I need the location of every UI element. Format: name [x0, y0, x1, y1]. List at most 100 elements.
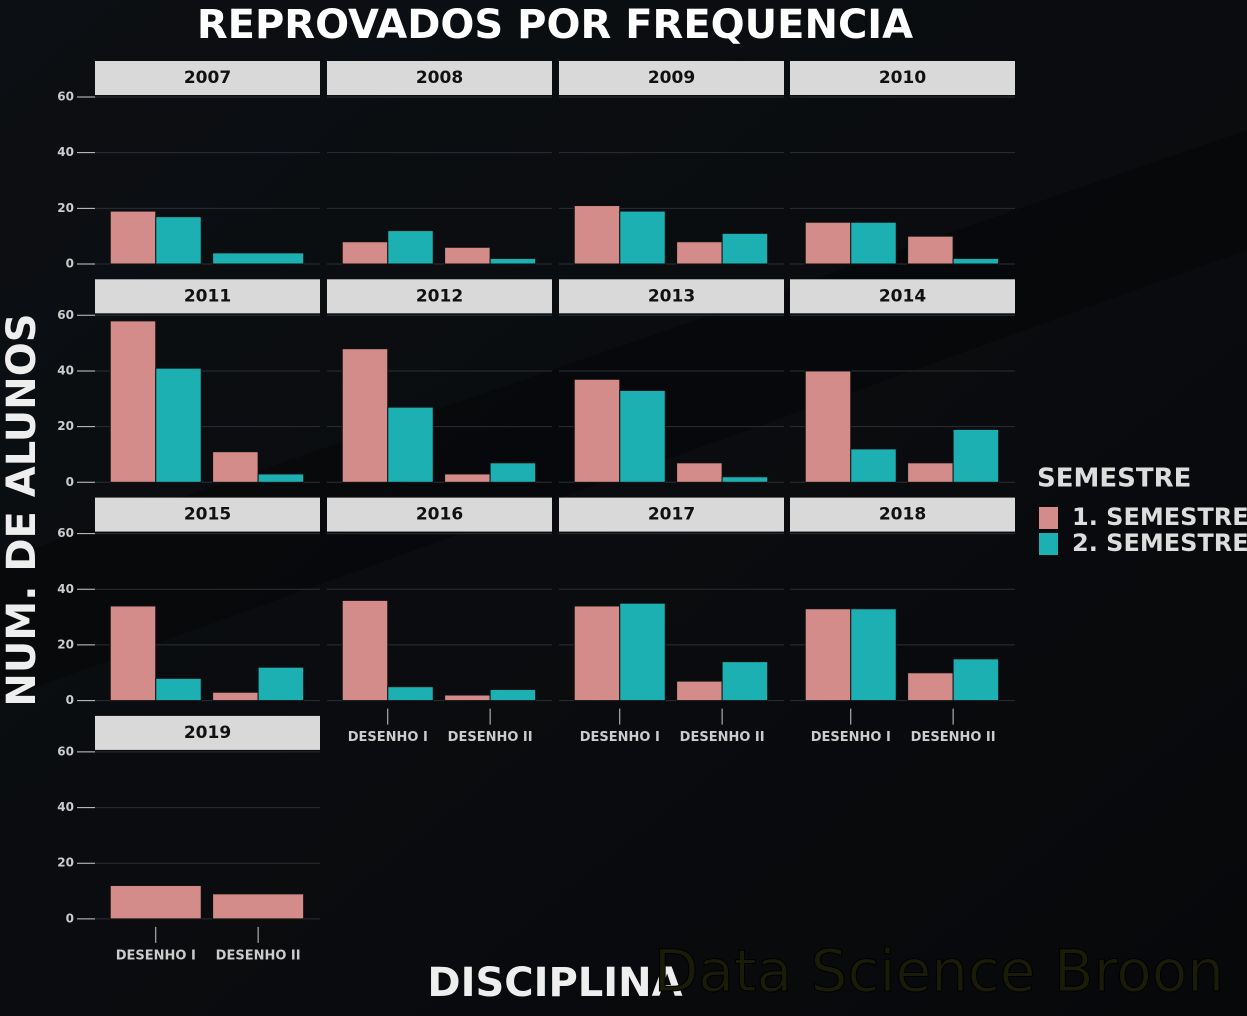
bar — [804, 608, 852, 702]
facet-title: 2019 — [184, 723, 231, 743]
strip — [95, 715, 320, 750]
bar — [212, 893, 305, 920]
facet-title: 2012 — [416, 286, 463, 306]
bar — [155, 367, 202, 483]
bar — [907, 462, 954, 483]
bar — [952, 257, 1000, 265]
y-tick-label: 20 — [57, 419, 74, 433]
bar — [721, 476, 769, 483]
bar — [387, 686, 434, 702]
strip — [327, 497, 552, 532]
bar — [907, 672, 954, 702]
legend-title: SEMESTRE — [1037, 464, 1191, 494]
facet-title: 2013 — [648, 286, 695, 306]
y-tick-label: 40 — [57, 145, 74, 159]
strip — [327, 61, 552, 95]
strip — [790, 497, 1015, 532]
bar — [155, 216, 202, 265]
x-tick-label: DESENHO II — [216, 948, 301, 963]
legend-label: 2. SEMESTRE — [1072, 529, 1247, 557]
bar — [444, 473, 491, 483]
bar — [573, 378, 621, 483]
strip — [559, 497, 784, 532]
y-tick-label: 20 — [57, 201, 74, 215]
bar — [489, 257, 537, 265]
bar — [804, 370, 852, 483]
y-tick-label: 40 — [57, 363, 74, 377]
y-axis-label: NUM. DE ALUNOS — [0, 313, 45, 706]
watermark: Data Science Broon — [654, 937, 1224, 1005]
facet-title: 2015 — [184, 505, 231, 525]
y-tick-label: 0 — [66, 257, 74, 271]
bar — [907, 235, 954, 265]
bar — [850, 221, 897, 265]
bar — [850, 448, 897, 483]
legend-swatch — [1039, 507, 1058, 529]
strip — [95, 497, 320, 532]
bar — [341, 241, 389, 265]
x-tick-label: DESENHO I — [116, 948, 196, 963]
x-tick-label: DESENHO II — [680, 730, 765, 745]
bar — [212, 252, 305, 265]
bar — [676, 241, 723, 265]
bar — [619, 389, 666, 483]
bar — [257, 666, 305, 702]
bar — [619, 602, 666, 702]
bar — [387, 230, 434, 265]
bar — [109, 320, 157, 483]
bar — [489, 462, 537, 483]
y-tick-label: 0 — [66, 475, 74, 489]
bar — [109, 885, 202, 920]
strip — [95, 279, 320, 314]
bar — [341, 348, 389, 483]
bar — [387, 406, 434, 483]
strip — [559, 279, 784, 314]
bar — [619, 210, 666, 265]
facet-title: 2010 — [879, 68, 926, 88]
y-tick-label: 40 — [57, 582, 74, 596]
facet-title: 2014 — [879, 286, 926, 306]
bar — [573, 205, 621, 265]
bar — [155, 677, 202, 702]
bar — [257, 473, 305, 483]
x-tick-label: DESENHO I — [811, 730, 891, 745]
y-tick-label: 60 — [57, 308, 74, 322]
x-tick-label: DESENHO II — [911, 730, 996, 745]
bar — [109, 605, 157, 702]
facet-title: 2011 — [184, 286, 231, 306]
bar — [109, 210, 157, 265]
y-tick-label: 40 — [57, 800, 74, 814]
bar — [952, 658, 1000, 702]
bar — [341, 599, 389, 702]
facet-title: 2007 — [184, 68, 231, 88]
strip — [327, 279, 552, 314]
bar — [676, 680, 723, 702]
bar — [850, 608, 897, 702]
facet-title: 2016 — [416, 505, 463, 525]
strip — [790, 279, 1015, 314]
bar — [804, 221, 852, 265]
bar — [952, 428, 1000, 483]
facet-title: 2009 — [648, 68, 695, 88]
y-tick-label: 60 — [57, 90, 74, 104]
y-tick-label: 0 — [66, 911, 74, 925]
bar — [489, 688, 537, 702]
facet-title: 2018 — [879, 505, 926, 525]
bar — [721, 661, 769, 702]
x-tick-label: DESENHO I — [580, 730, 660, 745]
facet-title: 2008 — [416, 68, 463, 88]
y-tick-label: 60 — [57, 744, 74, 758]
x-tick-label: DESENHO II — [448, 730, 533, 745]
bar — [676, 462, 723, 483]
bar — [212, 451, 259, 483]
legend-label: 1. SEMESTRE — [1072, 503, 1247, 531]
strip — [790, 61, 1015, 95]
strip — [559, 61, 784, 95]
bar — [721, 232, 769, 265]
bar — [573, 605, 621, 702]
legend-swatch — [1039, 533, 1058, 555]
chart-title: REPROVADOS POR FREQUENCIA — [197, 2, 913, 48]
bar — [444, 694, 491, 702]
bar — [212, 691, 259, 702]
